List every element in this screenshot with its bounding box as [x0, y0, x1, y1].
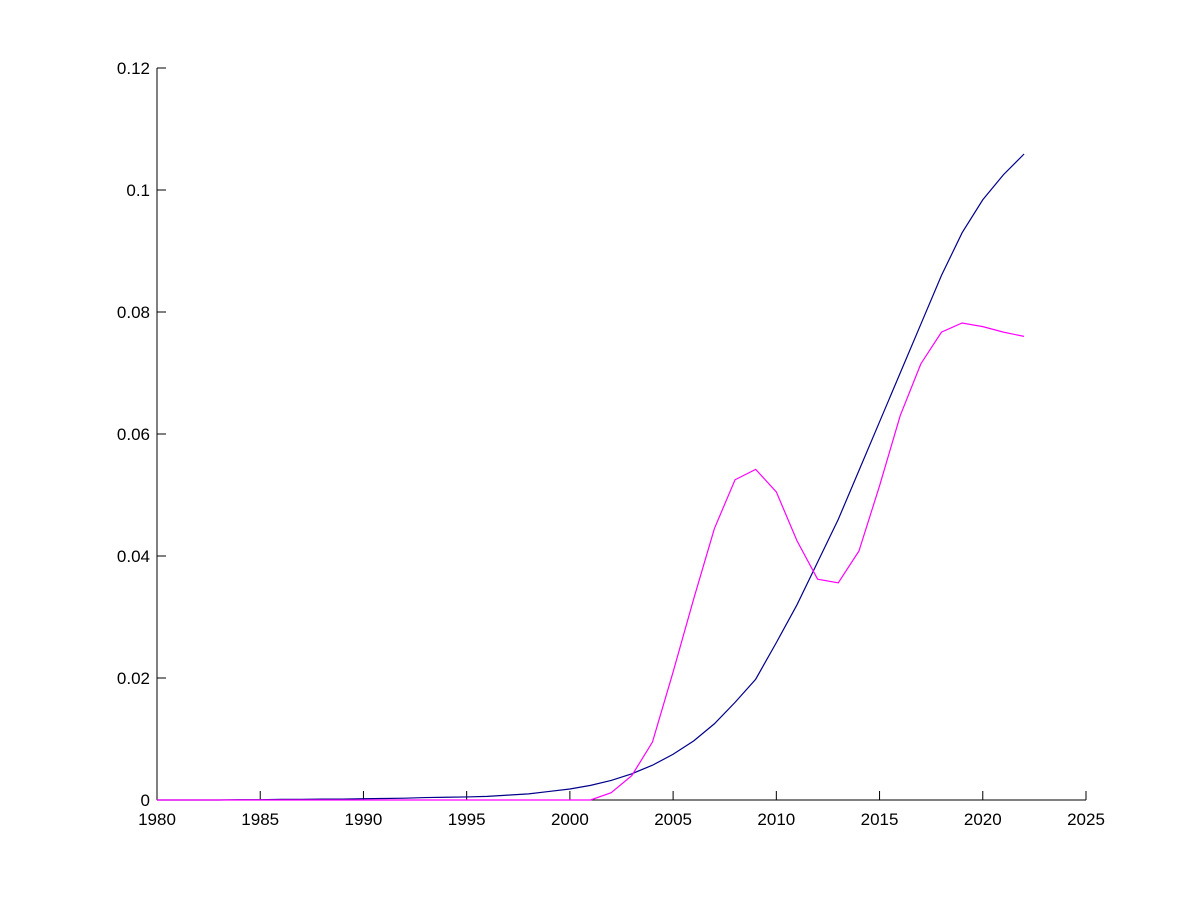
- series-line: [157, 153, 1025, 801]
- y-tick-label: 0.12: [117, 59, 150, 78]
- y-tick-label: 0.06: [117, 425, 150, 444]
- x-tick-label: 2005: [654, 810, 692, 829]
- y-tick-label: 0.02: [117, 669, 150, 688]
- x-tick-label: 2000: [551, 810, 589, 829]
- y-tick-label: 0.08: [117, 303, 150, 322]
- y-tick-label: 0.04: [117, 547, 150, 566]
- x-tick-label: 1985: [241, 810, 279, 829]
- x-tick-label: 1990: [345, 810, 383, 829]
- x-tick-label: 2015: [861, 810, 899, 829]
- x-tick-label: 2020: [964, 810, 1002, 829]
- y-tick-label: 0: [141, 791, 150, 810]
- x-tick-label: 2025: [1067, 810, 1105, 829]
- series-line: [157, 322, 1025, 801]
- x-tick-label: 1995: [448, 810, 486, 829]
- y-tick-label: 0.1: [126, 181, 150, 200]
- x-tick-label: 2010: [757, 810, 795, 829]
- x-tick-label: 1980: [138, 810, 176, 829]
